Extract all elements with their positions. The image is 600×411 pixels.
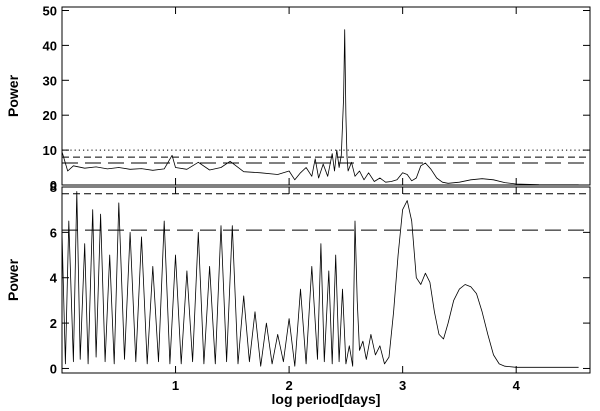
bottom-panel: 1 2 3 4 0 2 4 6 8 Power log period[days] bbox=[5, 180, 591, 407]
x-tick-label: 3 bbox=[399, 378, 406, 393]
panel-bottom-y-tick-label: 8 bbox=[50, 180, 57, 195]
panel-bottom-power-series-line bbox=[61, 191, 579, 368]
panel-top-y-tick-label: 40 bbox=[43, 38, 57, 53]
panel-top-plot-frame bbox=[61, 6, 591, 186]
panel-top-y-tick-label: 20 bbox=[43, 108, 57, 123]
panel-bottom-y-tick-label: 4 bbox=[50, 271, 58, 286]
panel-top-power-series-line bbox=[61, 29, 579, 186]
x-tick-label: 1 bbox=[172, 378, 179, 393]
x-tick-label: 4 bbox=[513, 378, 521, 393]
panel-top-y-tick-label: 30 bbox=[43, 73, 57, 88]
x-tick-label: 2 bbox=[285, 378, 292, 393]
panel-bottom-y-axis-label: Power bbox=[5, 258, 21, 301]
panel-bottom-plot-frame bbox=[61, 186, 591, 374]
panel-bottom-y-tick-label: 6 bbox=[50, 225, 57, 240]
x-axis-label: log period[days] bbox=[272, 391, 381, 407]
panel-bottom-y-tick-label: 2 bbox=[50, 316, 57, 331]
panel-top-y-tick-label: 0 bbox=[50, 178, 57, 193]
top-panel: 0 10 20 30 40 50 Power bbox=[5, 3, 591, 193]
panel-top-y-axis-label: Power bbox=[5, 74, 21, 117]
panel-bottom-y-tick-label: 0 bbox=[50, 361, 57, 376]
panel-top-y-tick-label: 50 bbox=[43, 3, 57, 18]
panel-top-y-tick-label: 10 bbox=[43, 143, 57, 158]
